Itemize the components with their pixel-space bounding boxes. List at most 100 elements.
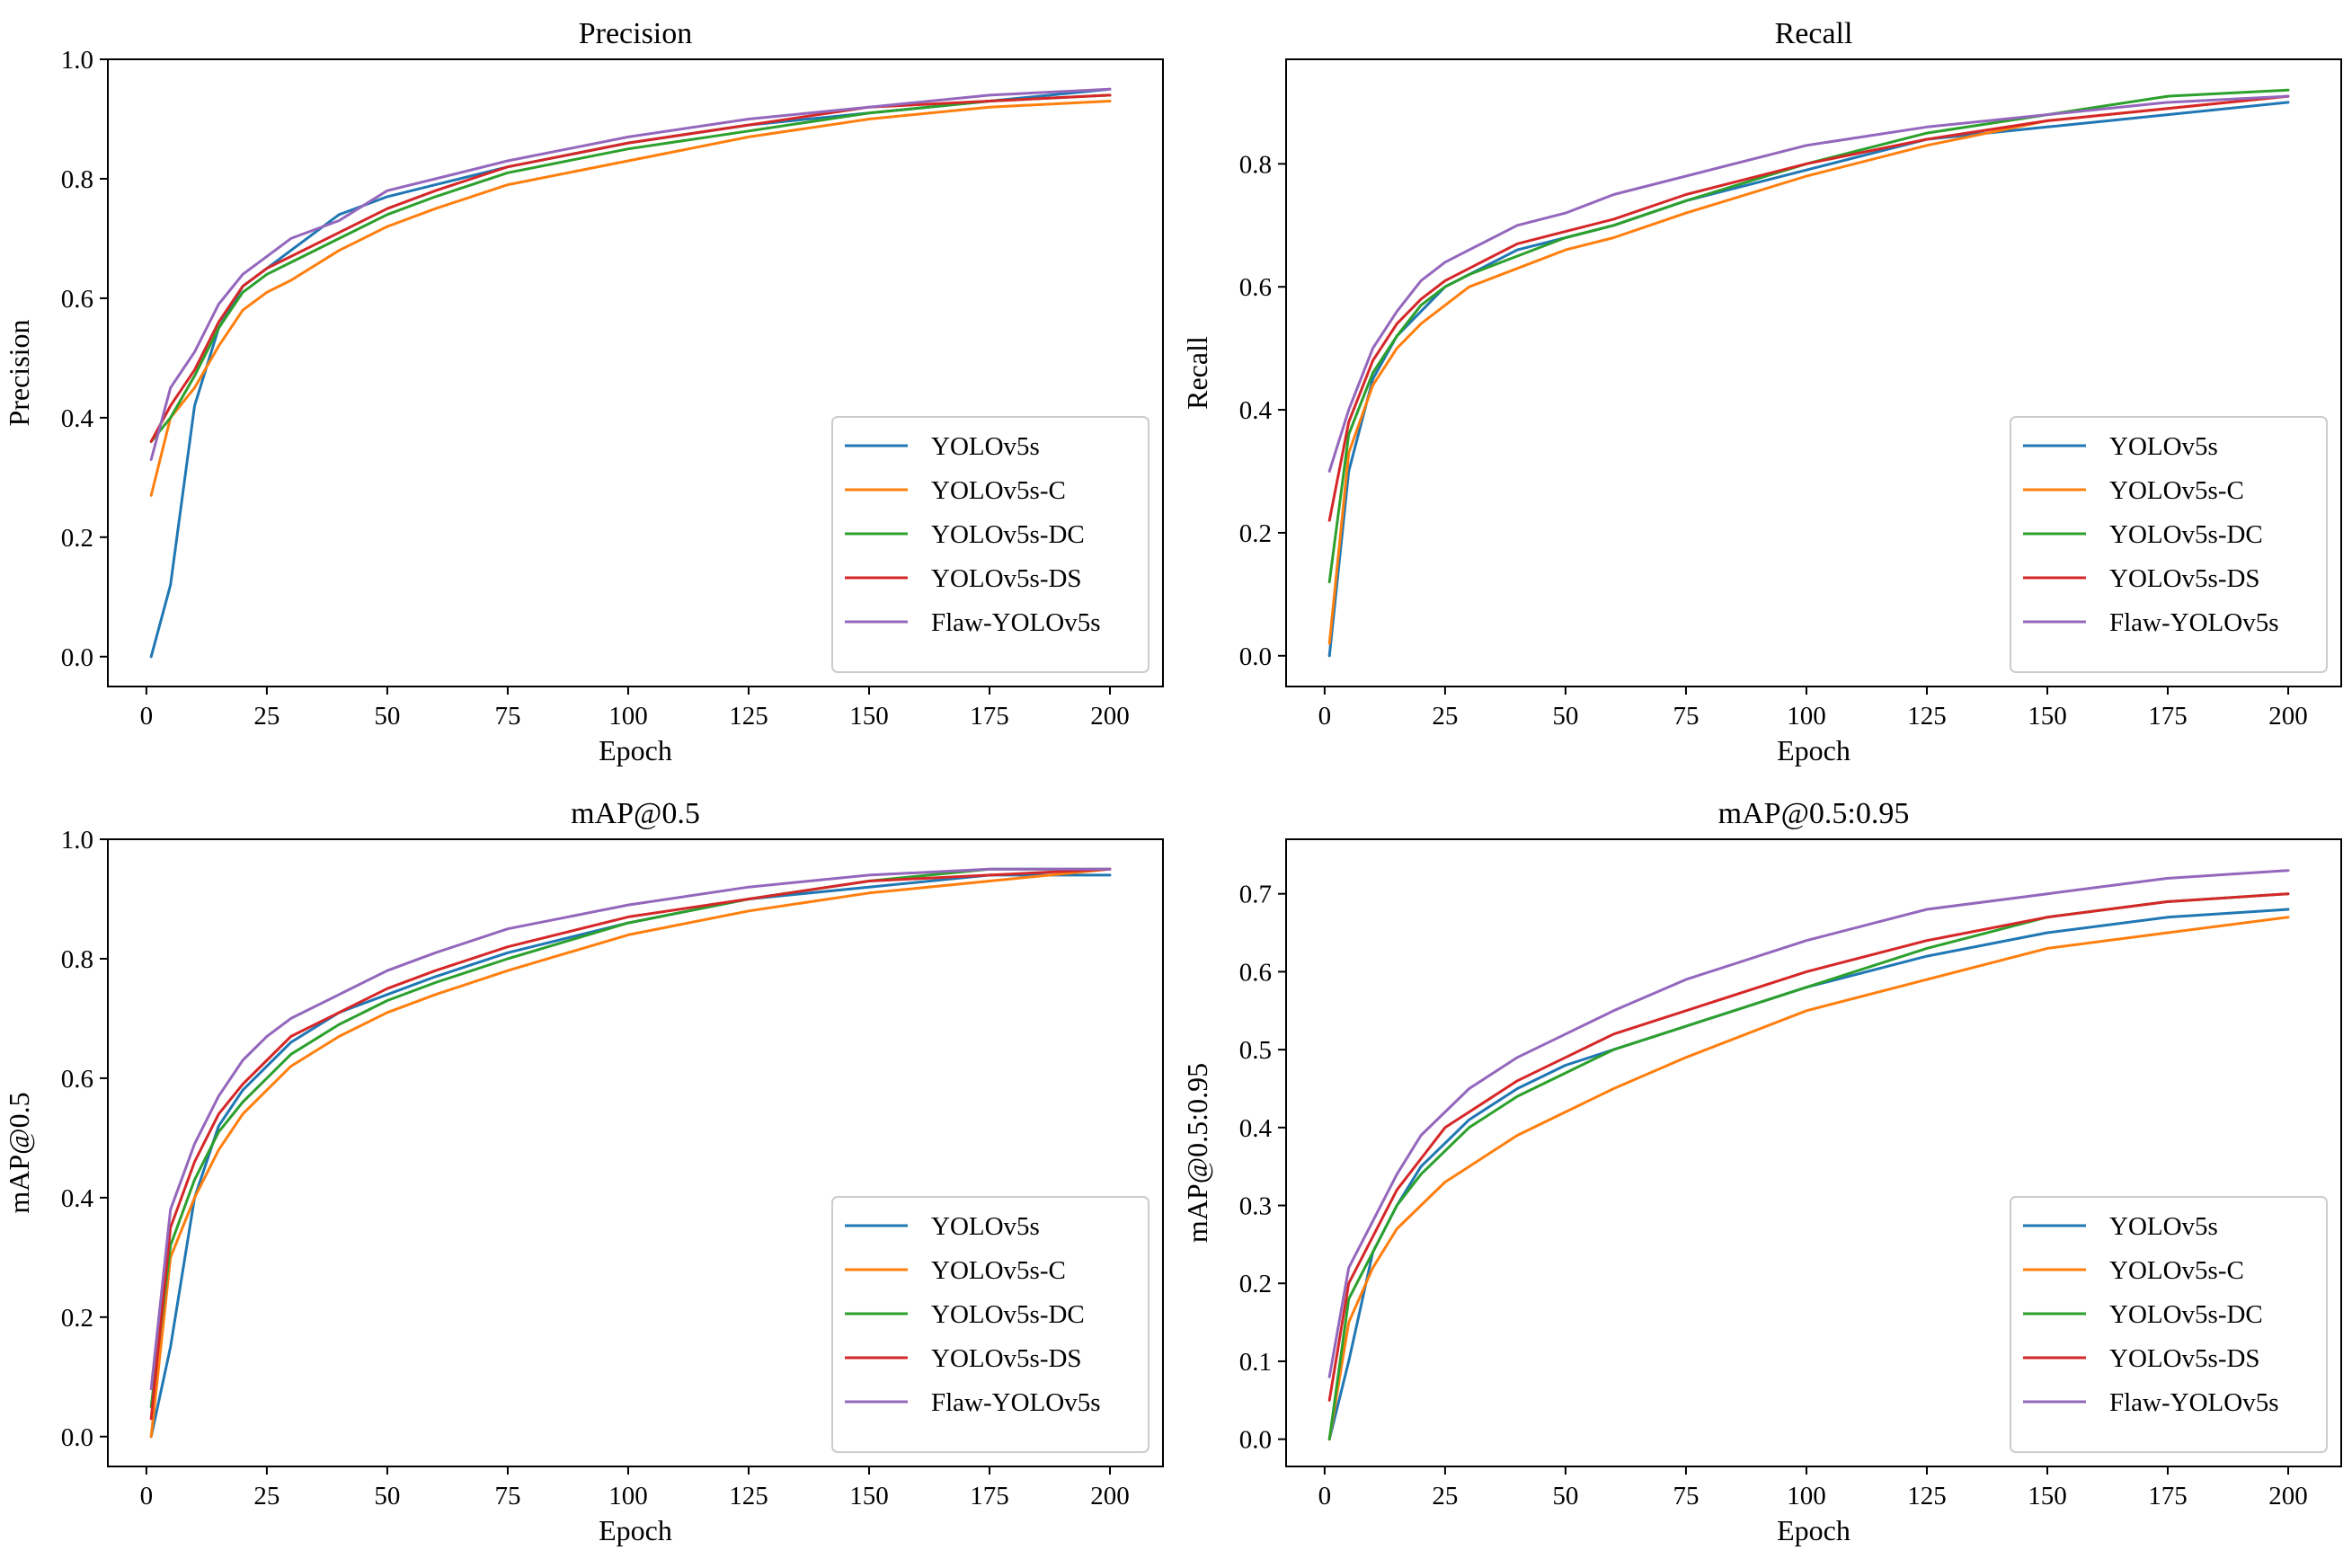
legend-label: YOLOv5s-DS — [931, 564, 1082, 593]
legend-label: YOLOv5s-C — [931, 1256, 1066, 1285]
legend-label: YOLOv5s-DC — [931, 520, 1085, 549]
y-tick-label: 0.4 — [1239, 396, 1273, 425]
legend: YOLOv5s YOLOv5s-C YOLOv5s-DC YOLOv5s-DS Flaw… — [831, 416, 1149, 673]
x-tick-label: 75 — [494, 702, 520, 731]
chart-title: Precision — [579, 17, 693, 50]
legend-label: YOLOv5s — [931, 432, 1040, 461]
y-tick-label: 0.5 — [1239, 1036, 1272, 1065]
y-tick-label: 0.3 — [1239, 1192, 1272, 1221]
plot-frame — [107, 58, 1164, 687]
x-tick-label: 125 — [729, 702, 768, 731]
x-axis-label: Epoch — [599, 1514, 672, 1546]
x-tick-label: 75 — [1673, 1482, 1699, 1510]
y-tick-label: 0.4 — [61, 404, 94, 433]
legend-label: YOLOv5s — [2109, 432, 2218, 461]
chart-panel-3: mAP@0.5 0 25 50 75 100 125 150 175 200 Epoch 0.0 0.2… — [3, 797, 1164, 1546]
x-tick-label: 200 — [2268, 1482, 2308, 1510]
y-axis-label: mAP@0.5 — [3, 1092, 35, 1213]
x-tick-label: 100 — [1787, 1482, 1826, 1510]
x-tick-label: 200 — [2268, 702, 2308, 731]
y-tick-label: 0.2 — [1239, 1270, 1272, 1298]
x-tick-label: 125 — [1907, 702, 1947, 731]
x-tick-label: 150 — [849, 1482, 889, 1510]
x-tick-label: 175 — [2148, 702, 2188, 731]
series-line-yolov5s-c — [1327, 916, 2290, 1441]
x-tick-label: 175 — [970, 702, 1009, 731]
x-tick-label: 100 — [608, 702, 648, 731]
y-tick-label: 0.6 — [1239, 273, 1272, 302]
x-tick-label: 100 — [1787, 702, 1826, 731]
y-tick-label: 0.6 — [1239, 958, 1272, 987]
chart-title: mAP@0.5:0.95 — [1718, 797, 1910, 830]
x-tick-label: 150 — [849, 702, 889, 731]
y-tick-label: 0.8 — [61, 945, 93, 974]
x-axis-label: Epoch — [1777, 734, 1851, 766]
y-axis-label: mAP@0.5:0.95 — [1181, 1063, 1213, 1243]
series-line-yolov5s-c — [149, 100, 1112, 497]
series-line-flaw-yolov5s — [149, 867, 1112, 1391]
legend-label: YOLOv5s — [931, 1212, 1040, 1241]
x-tick-label: 200 — [1090, 1482, 1130, 1510]
y-tick-label: 0.0 — [1239, 1426, 1272, 1455]
legend-label: YOLOv5s-DC — [931, 1300, 1085, 1329]
x-tick-label: 125 — [1907, 1482, 1947, 1510]
legend-label: Flaw-YOLOv5s — [2109, 608, 2279, 637]
legend-box — [831, 1196, 1149, 1453]
y-tick-label: 0.0 — [61, 1423, 93, 1452]
legend-label: YOLOv5s — [2109, 1212, 2218, 1241]
chart-panel-2: Recall 0 25 50 75 100 125 150 175 200 Epoch 0.0 0.2 0… — [1181, 17, 2342, 766]
x-tick-label: 50 — [374, 1482, 400, 1510]
legend-label: YOLOv5s-DC — [2109, 520, 2263, 549]
x-axis-label: Epoch — [1777, 1514, 1851, 1546]
x-tick-label: 150 — [2028, 702, 2067, 731]
y-tick-label: 0.7 — [1239, 881, 1272, 909]
y-tick-label: 0.2 — [61, 1304, 93, 1333]
plot-frame — [107, 838, 1164, 1467]
legend: YOLOv5s YOLOv5s-C YOLOv5s-DC YOLOv5s-DS Flaw… — [2010, 1196, 2328, 1453]
legend: YOLOv5s YOLOv5s-C YOLOv5s-DC YOLOv5s-DS Flaw… — [2010, 416, 2328, 673]
y-tick-label: 0.2 — [1239, 519, 1272, 548]
y-tick-label: 0.0 — [61, 643, 93, 672]
y-tick-label: 1.0 — [61, 826, 93, 855]
x-tick-label: 25 — [1432, 702, 1458, 731]
series-line-yolov5s-dc — [1327, 88, 2290, 584]
y-tick-label: 0.8 — [1239, 150, 1272, 179]
legend-box — [2010, 1196, 2328, 1453]
chart-title: Recall — [1775, 17, 1853, 50]
legend-label: YOLOv5s-DS — [2109, 1344, 2260, 1373]
series-line-yolov5s-dc — [1327, 892, 2290, 1441]
series-line-flaw-yolov5s — [1327, 869, 2290, 1378]
x-tick-label: 0 — [140, 702, 154, 731]
x-tick-label: 25 — [253, 702, 280, 731]
x-tick-label: 25 — [1432, 1482, 1458, 1510]
x-tick-label: 0 — [1318, 1482, 1332, 1510]
series-line-yolov5s-ds — [149, 93, 1112, 443]
series-line-yolov5s-ds — [149, 867, 1112, 1421]
series-line-flaw-yolov5s — [149, 87, 1112, 461]
y-tick-label: 0.2 — [61, 524, 93, 553]
y-tick-label: 0.6 — [61, 285, 93, 314]
series-line-yolov5s-ds — [1327, 94, 2290, 522]
y-tick-label: 0.8 — [61, 165, 93, 194]
series-line-flaw-yolov5s — [1327, 94, 2290, 473]
plot-frame — [1285, 58, 2342, 687]
x-axis-label: Epoch — [599, 734, 672, 766]
x-tick-label: 25 — [253, 1482, 280, 1510]
y-tick-label: 0.4 — [61, 1184, 94, 1213]
legend-label: Flaw-YOLOv5s — [931, 1388, 1101, 1417]
x-tick-label: 150 — [2028, 1482, 2067, 1510]
series-line-yolov5s-c — [149, 867, 1112, 1439]
x-tick-label: 200 — [1090, 702, 1130, 731]
x-tick-label: 50 — [374, 702, 400, 731]
chart-panel-4: mAP@0.5:0.95 0 25 50 75 100 125 150 175 200 Epoch 0… — [1181, 797, 2342, 1546]
x-tick-label: 125 — [729, 1482, 768, 1510]
x-tick-label: 100 — [608, 1482, 648, 1510]
y-tick-label: 0.6 — [61, 1065, 93, 1094]
chart-title: mAP@0.5 — [571, 797, 700, 830]
y-axis-label: Precision — [3, 319, 35, 426]
y-tick-label: 0.4 — [1239, 1114, 1273, 1143]
legend-label: YOLOv5s-DC — [2109, 1300, 2263, 1329]
x-tick-label: 75 — [1673, 702, 1699, 731]
x-tick-label: 50 — [1552, 702, 1578, 731]
